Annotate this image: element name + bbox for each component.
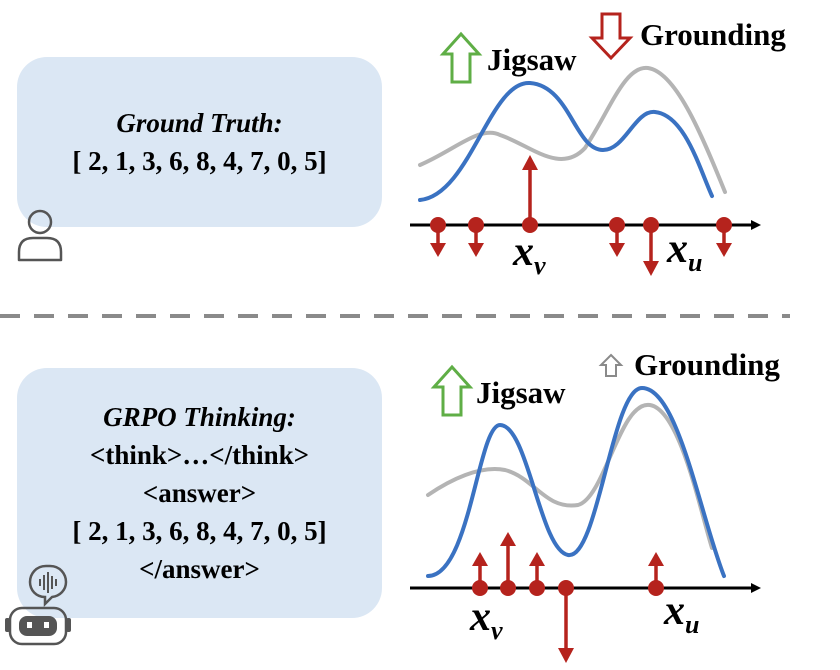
answer-close-tag: </answer> bbox=[139, 554, 260, 584]
top-lollipop-down-1 bbox=[430, 217, 446, 257]
bottom-xu-label: xu bbox=[663, 588, 699, 639]
think-tag-line: <think>…</think> bbox=[89, 440, 310, 470]
top-jigsaw-label: Jigsaw bbox=[487, 42, 577, 77]
person-icon bbox=[17, 209, 63, 262]
grpo-thinking-box: GRPO Thinking: <think>…</think> <answer>… bbox=[17, 368, 382, 618]
bottom-blue-curve bbox=[426, 385, 726, 578]
top-jigsaw-up-arrow-icon bbox=[439, 31, 483, 84]
answer-sequence: [ 2, 1, 3, 6, 8, 4, 7, 0, 5] bbox=[72, 516, 327, 546]
ground-truth-sequence: [ 2, 1, 3, 6, 8, 4, 7, 0, 5] bbox=[72, 146, 327, 176]
top-grounding-label: Grounding bbox=[640, 17, 786, 52]
top-xu-label: xu bbox=[666, 226, 702, 277]
bottom-lollipop-down bbox=[558, 580, 574, 663]
bottom-lollipop-up-2 bbox=[529, 552, 545, 596]
bottom-xv-label: xv bbox=[469, 594, 503, 645]
top-lollipop-down-3 bbox=[609, 217, 625, 257]
ground-truth-box: Ground Truth: [ 2, 1, 3, 6, 8, 4, 7, 0, … bbox=[17, 57, 382, 227]
ground-truth-title: Ground Truth: bbox=[116, 108, 283, 138]
top-xv-label: xv bbox=[512, 229, 546, 280]
bottom-grounding-small-up-arrow-icon bbox=[598, 353, 624, 377]
answer-open-tag: <answer> bbox=[142, 478, 257, 508]
bottom-gray-curve bbox=[426, 402, 714, 550]
top-lollipop-down-xu bbox=[643, 217, 659, 276]
bottom-lollipop-up-xu bbox=[648, 552, 664, 596]
top-blue-curve bbox=[418, 80, 714, 202]
top-grounding-down-arrow-icon bbox=[588, 12, 634, 61]
top-lollipop-down-4 bbox=[716, 217, 732, 257]
bottom-lollipop-up-xv bbox=[500, 532, 516, 596]
bottom-jigsaw-label: Jigsaw bbox=[476, 375, 566, 410]
grpo-thinking-title: GRPO Thinking: bbox=[103, 402, 296, 432]
robot-icon bbox=[5, 564, 71, 646]
top-lollipop-up-xv bbox=[522, 155, 538, 233]
bottom-jigsaw-up-arrow-icon bbox=[430, 364, 474, 417]
bottom-grounding-label: Grounding bbox=[634, 347, 780, 382]
bottom-lollipop-up-1 bbox=[472, 552, 488, 596]
top-lollipop-down-2 bbox=[468, 217, 484, 257]
